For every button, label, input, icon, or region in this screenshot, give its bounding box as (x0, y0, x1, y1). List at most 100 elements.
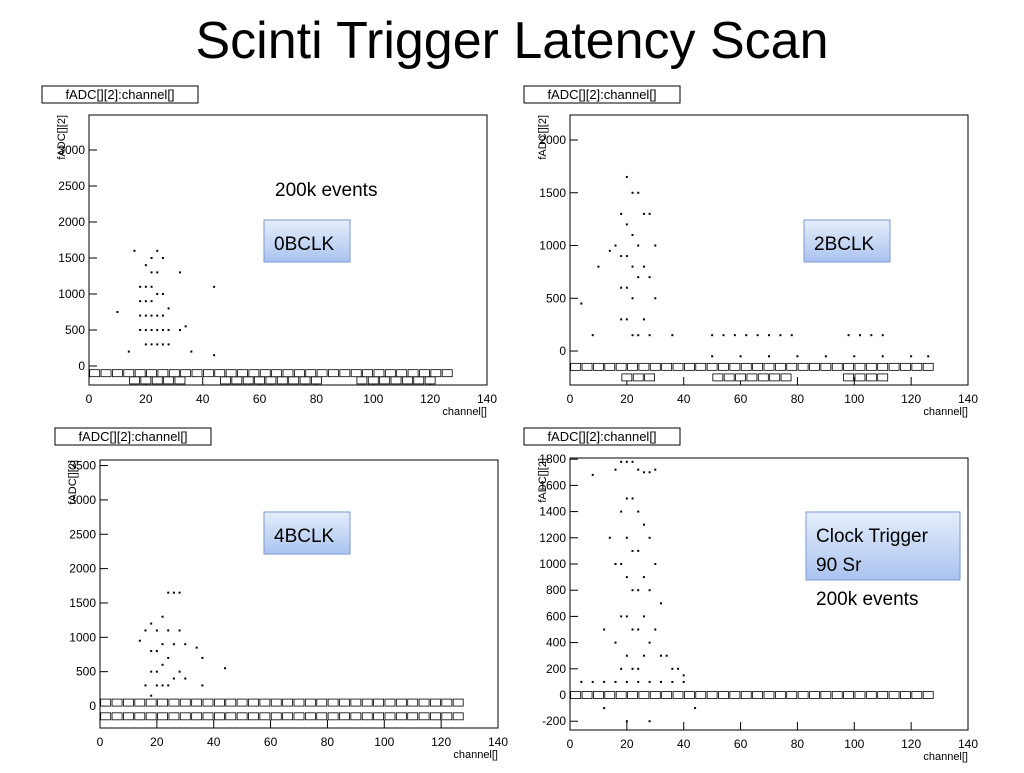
box-bin (231, 376, 243, 385)
point (671, 680, 674, 683)
point (642, 615, 645, 618)
point (591, 334, 594, 337)
box-bin (786, 691, 798, 699)
plot-frame (569, 114, 969, 386)
x-tick-label: 40 (196, 392, 210, 406)
point (224, 667, 227, 670)
point (614, 641, 617, 644)
point (625, 223, 628, 226)
box-bin (168, 712, 180, 721)
point (155, 629, 158, 632)
box-bin (757, 373, 769, 382)
y-tick-label: 400 (546, 636, 566, 650)
box-bin (684, 362, 695, 371)
box-bin (604, 691, 616, 699)
box-bin (441, 698, 453, 707)
point (150, 650, 153, 653)
point (161, 328, 164, 331)
point (637, 276, 640, 279)
box-bin (311, 376, 322, 385)
point (768, 334, 770, 337)
point (881, 355, 884, 358)
box-bin (379, 376, 391, 385)
box-bin (877, 373, 889, 382)
point (608, 536, 611, 539)
box-bin (621, 373, 633, 382)
point (625, 497, 628, 500)
box-bin (430, 712, 441, 721)
y-tick-label: 0 (89, 699, 96, 713)
point (139, 285, 142, 288)
box-bin (191, 369, 203, 378)
x-tick-label: 60 (734, 737, 748, 751)
y-axis-label: fADC[][2] (56, 115, 68, 160)
box-bin (265, 376, 277, 385)
y-tick-label: 2500 (69, 527, 96, 541)
x-tick-label: 60 (253, 392, 267, 406)
point (620, 212, 623, 215)
point (150, 343, 153, 346)
box-bin (649, 691, 661, 699)
box-bin (111, 698, 123, 707)
box-bin (740, 691, 752, 699)
point (637, 191, 640, 194)
box-bin (735, 373, 746, 382)
box-bin (774, 362, 786, 371)
box-bin (89, 369, 101, 378)
point (580, 680, 583, 683)
y-tick-label: 2000 (539, 133, 566, 147)
box-bin (100, 698, 112, 707)
point (150, 622, 153, 625)
point (144, 314, 147, 317)
x-tick-label: 120 (901, 392, 921, 406)
point (910, 355, 913, 358)
box-bin (384, 369, 396, 378)
box-bin (146, 369, 157, 378)
hist-title: fADC[][2]:channel[] (547, 87, 656, 102)
point (648, 536, 651, 539)
box-bin (661, 691, 673, 699)
point (625, 720, 628, 723)
point (637, 667, 640, 670)
label-text: 90 Sr (816, 555, 862, 576)
point (156, 314, 159, 317)
box-bin (854, 373, 866, 382)
box-bin (395, 698, 407, 707)
box-bin (424, 376, 436, 385)
point (138, 639, 141, 642)
point (648, 212, 651, 215)
box-bin (202, 698, 214, 707)
box-bin (396, 369, 408, 378)
box-bin (865, 691, 877, 699)
box-bin (441, 369, 453, 378)
point (156, 343, 159, 346)
box-bin (900, 362, 911, 371)
point (161, 684, 164, 687)
box-bin (843, 362, 854, 371)
point (167, 684, 170, 687)
point (637, 628, 640, 631)
box-bin (763, 691, 775, 699)
point (631, 460, 634, 463)
y-tick-label: 3500 (69, 459, 96, 473)
point (161, 663, 164, 666)
point (178, 670, 181, 673)
point (745, 334, 748, 337)
box-bin (145, 712, 157, 721)
point (631, 191, 634, 194)
box-bin (911, 691, 923, 699)
box-bin (270, 698, 282, 707)
point (853, 355, 856, 358)
y-tick-label: 3000 (58, 143, 85, 157)
box-bin (809, 362, 820, 371)
point (150, 256, 153, 259)
box-bin (225, 698, 237, 707)
point (824, 355, 827, 358)
box-bin (649, 362, 661, 371)
x-tick-label: 40 (677, 737, 691, 751)
point (642, 471, 645, 474)
box-bin (157, 369, 169, 378)
box-bin (180, 369, 192, 378)
box-bin (259, 369, 271, 378)
point (167, 307, 170, 310)
